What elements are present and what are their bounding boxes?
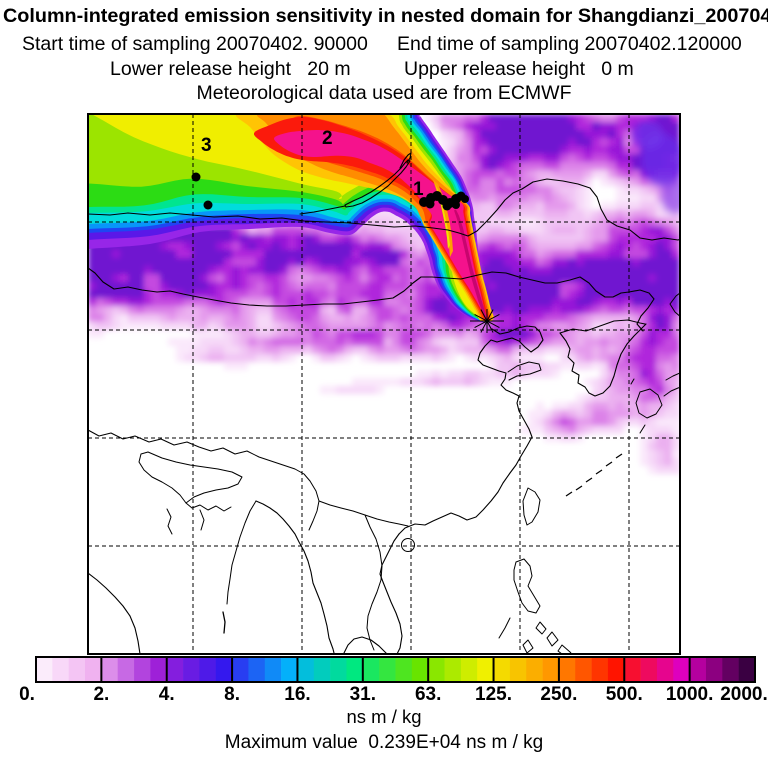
- svg-text:1000.: 1000.: [666, 684, 714, 705]
- svg-text:0.: 0.: [19, 684, 35, 705]
- svg-text:2000.: 2000.: [720, 684, 768, 705]
- svg-text:Upper release height 0 m: Upper release height 0 m: [404, 58, 634, 80]
- svg-text:125.: 125.: [475, 684, 512, 705]
- svg-text:1: 1: [413, 179, 424, 200]
- svg-text:16.: 16.: [284, 684, 310, 705]
- svg-text:8.: 8.: [224, 684, 240, 705]
- svg-text:Column-integrated emission sen: Column-integrated emission sensitivity i…: [3, 5, 768, 27]
- svg-text:Start time of sampling 2007040: Start time of sampling 20070402. 90000: [22, 33, 368, 55]
- svg-text:Lower release height 20 m: Lower release height 20 m: [110, 58, 351, 80]
- svg-text:Maximum value 0.239E+04 ns m: Maximum value 0.239E+04 ns m / kg: [225, 732, 543, 753]
- svg-text:500.: 500.: [606, 684, 643, 705]
- svg-text:3: 3: [201, 135, 212, 156]
- svg-text:End time of sampling 20070402.: End time of sampling 20070402.120000: [397, 33, 742, 55]
- svg-text:Meteorological data used are f: Meteorological data used are from ECMWF: [197, 82, 572, 104]
- svg-text:4.: 4.: [159, 684, 175, 705]
- svg-text:2: 2: [322, 128, 333, 149]
- svg-text:ns m / kg: ns m / kg: [346, 706, 421, 727]
- svg-text:2.: 2.: [93, 684, 109, 705]
- svg-text:31.: 31.: [350, 684, 376, 705]
- svg-text:63.: 63.: [415, 684, 441, 705]
- svg-text:250.: 250.: [540, 684, 577, 705]
